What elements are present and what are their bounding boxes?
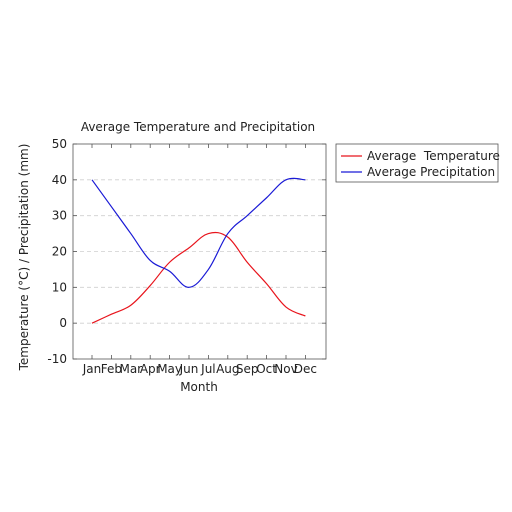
y-tick-label: -10 [47,352,67,366]
series-lines [91,177,306,324]
y-axis: -10 0 10 20 30 40 50 [47,137,326,366]
y-tick-label: 40 [52,173,67,187]
legend-box [335,143,499,183]
y-tick-label: 10 [52,280,67,294]
chart-title: Average Temperature and Precipitation [81,120,315,134]
x-axis-label: Month [180,380,218,394]
x-tick-label: Dec [294,362,317,376]
x-tick-label: Oct [256,362,277,376]
series-line-temperature [91,231,306,324]
x-tick-label: Jun [179,362,199,376]
series-line-precipitation [91,177,306,288]
legend-label-precipitation: Average Precipitation [367,165,495,179]
x-tick-label: Nov [274,362,297,376]
y-tick-label: 0 [59,316,67,330]
x-tick-label: May [157,362,182,376]
x-tick-label: Aug [216,362,239,376]
y-axis-label: Temperature (°C) / Precipitation (mm) [17,144,31,372]
y-tick-label: 50 [52,137,67,151]
x-tick-label: Sep [236,362,259,376]
legend-label-temperature: Average Temperature [367,149,500,163]
x-tick-label: Mar [119,362,142,376]
y-tick-label: 30 [52,209,67,223]
x-tick-label: Jan [82,362,102,376]
x-tick-label: Apr [140,362,161,376]
x-tick-label: Jul [200,362,215,376]
x-tick-label: Feb [101,362,122,376]
y-tick-label: 20 [52,245,67,259]
grid-lines [73,179,326,324]
legend: Average Temperature Average Precipitatio… [335,143,500,183]
